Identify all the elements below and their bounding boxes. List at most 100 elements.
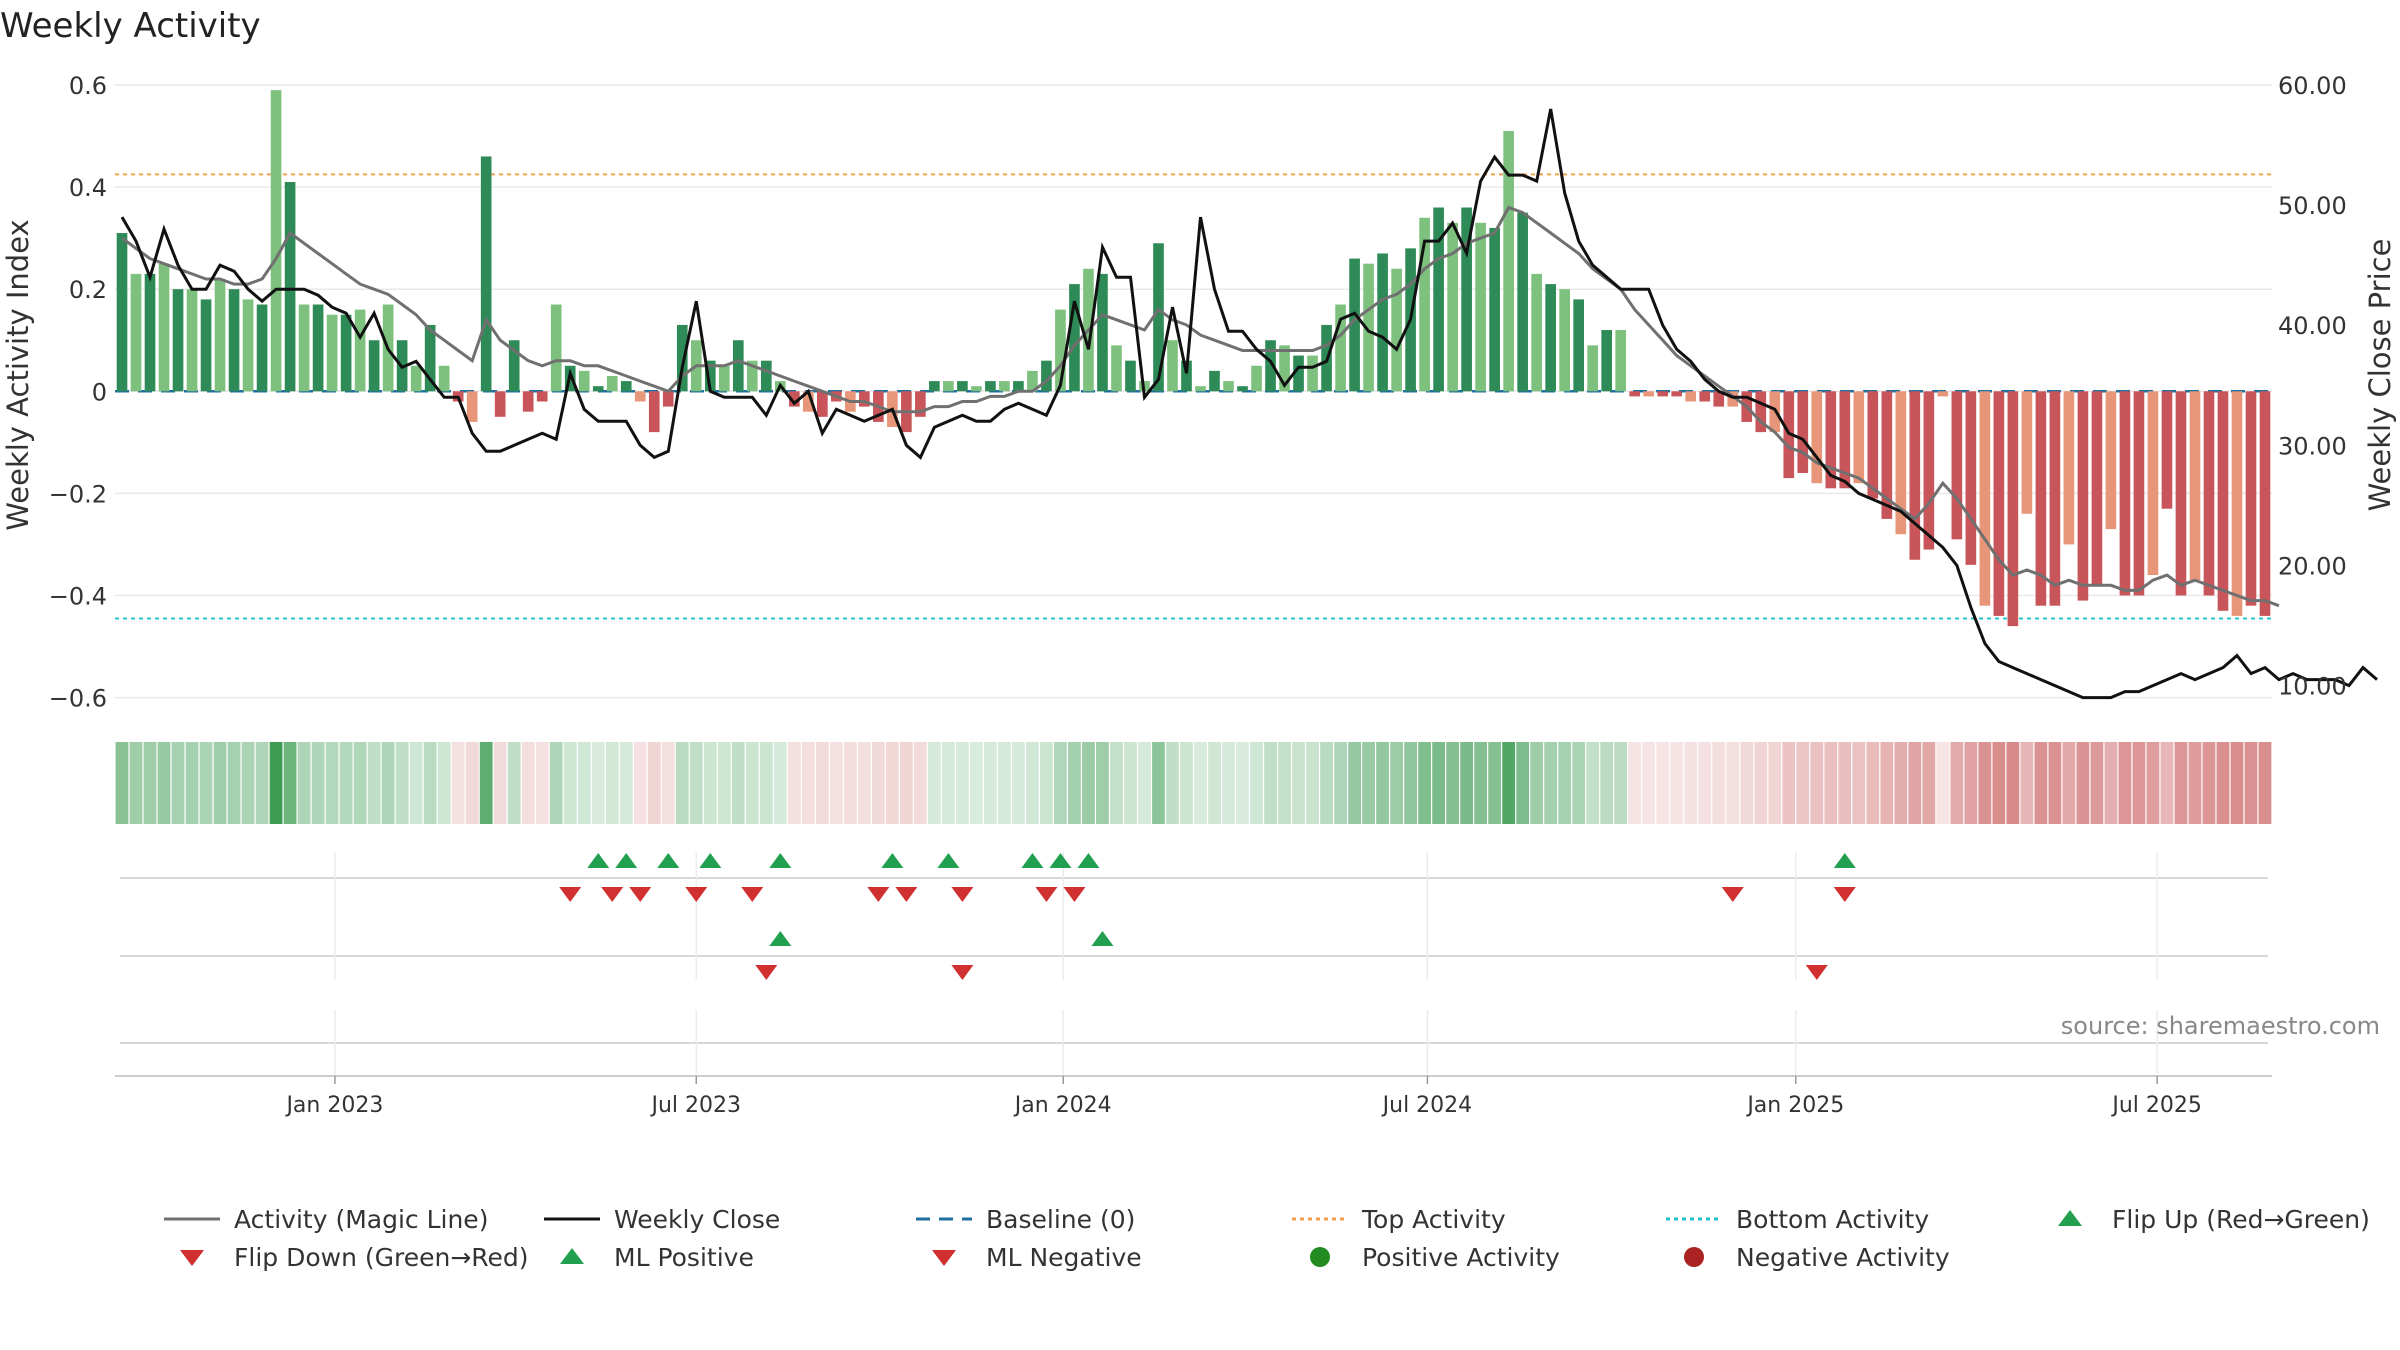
activity-bar <box>1363 263 1374 392</box>
legend-swatch-top-activity <box>1292 1217 1348 1221</box>
activity-bar <box>1825 391 1837 489</box>
legend-label: Flip Up (Red→Green) <box>2112 1204 2370 1234</box>
strip-cell <box>801 742 815 824</box>
strip-cell <box>703 742 717 824</box>
strip-cell <box>2244 742 2258 824</box>
strip-cell <box>2258 742 2272 824</box>
strip-cell <box>437 742 451 824</box>
strip-cell <box>1866 742 1880 824</box>
legend-item-baseline: Baseline (0) <box>912 1200 1135 1238</box>
strip-cell <box>619 742 633 824</box>
ml-negative-marker <box>951 965 974 980</box>
signal-rows <box>120 852 2268 1075</box>
activity-bar <box>704 360 716 392</box>
activity-bar <box>2161 391 2173 509</box>
flip-up-marker <box>1021 853 1044 868</box>
legend-label: Negative Activity <box>1736 1242 1950 1272</box>
strip-cell <box>1712 742 1726 824</box>
strip-cell <box>493 742 507 824</box>
activity-bar <box>1433 207 1444 392</box>
strip-cell <box>1572 742 1586 824</box>
activity-bar <box>1279 345 1290 392</box>
activity-bar <box>1447 222 1458 392</box>
activity-bar <box>494 391 506 417</box>
legend-item-flip-down: Flip Down (Green→Red) <box>160 1238 529 1276</box>
strip-cell <box>2062 742 2076 824</box>
strip-cell <box>2048 742 2062 824</box>
legend-item-ml-positive: ML Positive <box>540 1238 754 1276</box>
strip-cell <box>689 742 703 824</box>
activity-bar <box>186 289 198 392</box>
activity-bar <box>1685 391 1697 402</box>
strip-cell <box>1292 742 1305 824</box>
strip-cell <box>815 742 829 824</box>
strip-cell <box>1096 742 1109 824</box>
strip-cell <box>1782 742 1796 824</box>
activity-bar <box>676 324 688 392</box>
activity-bar <box>2203 391 2215 596</box>
activity-bar <box>817 391 828 417</box>
activity-bar <box>1517 212 1528 392</box>
activity-bar <box>2217 391 2229 611</box>
activity-bar <box>1643 391 1655 397</box>
strip-cell <box>2216 742 2230 824</box>
activity-bar <box>2007 391 2019 627</box>
activity-bar <box>1699 391 1711 402</box>
activity-bar <box>1601 330 1613 392</box>
flip-down-marker <box>741 887 764 902</box>
activity-bar <box>1055 309 1066 392</box>
flip-up-marker <box>615 853 638 868</box>
strip-cell <box>2006 742 2020 824</box>
strip-cell <box>1166 742 1179 824</box>
strip-cell <box>1432 742 1446 824</box>
activity-bar <box>522 391 534 412</box>
legend-item-weekly-close: Weekly Close <box>540 1200 780 1238</box>
flip-up-marker <box>1049 853 1072 868</box>
strip-cell <box>717 742 731 824</box>
strip-cell <box>885 742 899 824</box>
strip-cell <box>479 742 493 824</box>
activity-bar <box>1377 253 1388 392</box>
strip-cell <box>353 742 367 824</box>
activity-bar <box>228 289 240 392</box>
strip-cell <box>2118 742 2132 824</box>
activity-bar <box>2231 391 2243 616</box>
activity-bar <box>732 340 744 392</box>
activity-bar <box>1531 273 1542 392</box>
activity-bar <box>1069 284 1080 392</box>
strip-cell <box>1880 742 1894 824</box>
strip-cell <box>1194 742 1207 824</box>
strip-cell <box>984 742 997 824</box>
activity-bar <box>1629 391 1641 397</box>
activity-bar <box>620 381 632 392</box>
strip-cell <box>381 742 395 824</box>
strip-cell <box>787 742 801 824</box>
y-axis-label: Weekly Activity Index <box>1 219 35 530</box>
flip-up-marker <box>769 853 792 868</box>
activity-bar <box>1195 386 1206 392</box>
activity-bar <box>957 381 968 392</box>
legend-label: Positive Activity <box>1362 1242 1560 1272</box>
strip-cell <box>297 742 311 824</box>
strip-cell <box>605 742 619 824</box>
activity-bar <box>1671 391 1683 397</box>
strip-cell <box>1768 742 1782 824</box>
strip-cell <box>227 742 241 824</box>
legend-label: Flip Down (Green→Red) <box>234 1242 529 1272</box>
activity-bar <box>2175 391 2187 596</box>
strip-cell <box>675 742 689 824</box>
activity-bar <box>1125 360 1136 392</box>
strip-cell <box>549 742 563 824</box>
strip-cell <box>2076 742 2090 824</box>
activity-bar <box>1293 355 1304 392</box>
strip-cell <box>1670 742 1684 824</box>
flip-down-marker <box>1833 887 1856 902</box>
x-tick-label: Jul 2024 <box>1381 1093 1473 1118</box>
activity-bar <box>971 386 982 392</box>
dot-icon <box>1684 1247 1704 1267</box>
strip-cell <box>829 742 843 824</box>
axes: 0.6 0.4 0.2 0 −0.2 −0.4 −0.6 60.00 50.00 40.00 30.… <box>49 72 2347 713</box>
strip-cell <box>1138 742 1151 824</box>
strip-cell <box>1082 742 1095 824</box>
strip-cell <box>535 742 549 824</box>
